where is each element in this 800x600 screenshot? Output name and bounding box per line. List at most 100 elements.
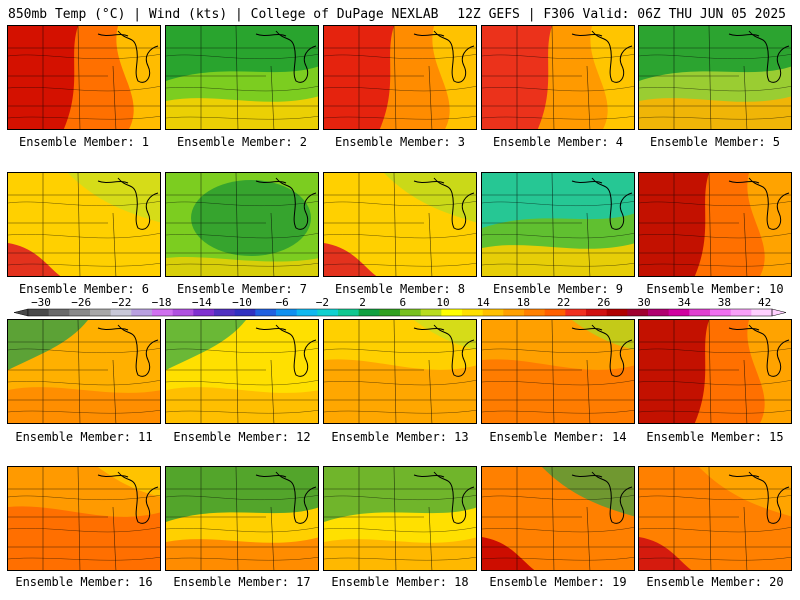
temperature-field-map — [639, 467, 791, 570]
colorbar-swatch — [69, 309, 91, 316]
colorbar-swatch — [482, 309, 504, 316]
ensemble-member-map — [165, 466, 319, 571]
temperature-field-map — [324, 320, 476, 423]
temperature-field-map — [8, 173, 160, 276]
ensemble-member-label: Ensemble Member: 10 — [646, 282, 784, 296]
temperature-field-map — [324, 467, 476, 570]
ensemble-member-label: Ensemble Member: 2 — [176, 135, 308, 149]
colorbar-swatch — [524, 309, 546, 316]
ensemble-member-label: Ensemble Member: 19 — [489, 575, 627, 589]
colorbar-swatch — [586, 309, 608, 316]
colorbar-tick-label: 22 — [557, 297, 570, 309]
colorbar-tick-label: −6 — [276, 297, 289, 309]
colorbar-swatch — [462, 309, 484, 316]
colorbar-swatch — [400, 309, 422, 316]
ensemble-member-map — [323, 466, 477, 571]
ensemble-member-label: Ensemble Member: 5 — [649, 135, 781, 149]
colorbar-tick-label: 14 — [477, 297, 491, 309]
ensemble-member-map — [638, 25, 792, 130]
colorbar-swatch — [131, 309, 153, 316]
colorbar-tick-label: 42 — [758, 297, 771, 309]
colorbar-swatch — [317, 309, 339, 316]
ensemble-member-label: Ensemble Member: 12 — [173, 430, 311, 444]
temperature-field-map — [8, 320, 160, 423]
colorbar-swatch — [358, 309, 380, 316]
colorbar-swatch — [234, 309, 256, 316]
temperature-field-map — [482, 320, 634, 423]
colorbar-tick-label: −30 — [31, 297, 51, 309]
colorbar-tick-label: −14 — [192, 297, 212, 309]
colorbar-swatch — [110, 309, 132, 316]
ensemble-member-label: Ensemble Member: 7 — [176, 282, 308, 296]
colorbar-swatch — [296, 309, 318, 316]
colorbar-tick-label: 10 — [436, 297, 449, 309]
colorbar-tick-label: 6 — [399, 297, 406, 309]
ensemble-member-map — [165, 25, 319, 130]
colorbar-swatch — [90, 309, 112, 316]
ensemble-member-map — [638, 319, 792, 424]
colorbar-swatch — [338, 309, 360, 316]
colorbar-swatch — [689, 309, 711, 316]
ensemble-member-map — [481, 319, 635, 424]
colorbar-swatch — [255, 309, 277, 316]
colorbar-swatch — [565, 309, 587, 316]
header-left-title: 850mb Temp (°C) | Wind (kts) | College o… — [8, 7, 439, 22]
colorbar-swatch — [28, 309, 50, 316]
colorbar-swatch — [276, 309, 298, 316]
colorbar-tick-label: −18 — [152, 297, 172, 309]
ensemble-member-map — [481, 25, 635, 130]
ensemble-member-label: Ensemble Member: 11 — [15, 430, 153, 444]
colorbar-swatch — [710, 309, 732, 316]
ensemble-member-label: Ensemble Member: 6 — [18, 282, 150, 296]
ensemble-member-map — [323, 25, 477, 130]
ensemble-member-map — [7, 466, 161, 571]
temperature-field-map — [482, 467, 634, 570]
ensemble-member-map — [323, 319, 477, 424]
colorbar-swatch — [751, 309, 773, 316]
colorbar-tick-label: −26 — [71, 297, 91, 309]
ensemble-member-label: Ensemble Member: 9 — [492, 282, 624, 296]
ensemble-member-map — [481, 466, 635, 571]
colorbar-swatch — [627, 309, 649, 316]
colorbar-swatch — [48, 309, 70, 316]
ensemble-member-label: Ensemble Member: 18 — [331, 575, 469, 589]
ensemble-member-label: Ensemble Member: 16 — [15, 575, 153, 589]
ensemble-member-label: Ensemble Member: 13 — [331, 430, 469, 444]
ensemble-member-label: Ensemble Member: 14 — [489, 430, 627, 444]
ensemble-member-label: Ensemble Member: 20 — [646, 575, 784, 589]
colorbar-tick-label: −10 — [232, 297, 252, 309]
temperature-field-map — [482, 26, 634, 129]
temperature-field-map — [8, 26, 160, 129]
colorbar-swatch — [648, 309, 670, 316]
ensemble-member-map — [165, 319, 319, 424]
temperature-field-map — [639, 26, 791, 129]
ensemble-member-label: Ensemble Member: 8 — [334, 282, 466, 296]
ensemble-member-map — [323, 172, 477, 277]
ensemble-member-map — [7, 25, 161, 130]
temperature-colorbar: −30 −26 −22 −18 −14 −10 −6 −2 2 6 10 14 18 22 26 30 34 38… — [13, 297, 787, 317]
colorbar-swatch — [420, 309, 442, 316]
temperature-field-map — [324, 173, 476, 276]
ensemble-member-label: Ensemble Member: 15 — [646, 430, 784, 444]
colorbar-swatch — [730, 309, 752, 316]
colorbar-tick-label: −2 — [316, 297, 329, 309]
temperature-field-map — [639, 173, 791, 276]
colorbar-tick-label: 34 — [678, 297, 692, 309]
colorbar-tick-label: 2 — [359, 297, 366, 309]
ensemble-member-label: Ensemble Member: 4 — [492, 135, 624, 149]
colorbar-tick-label: 26 — [597, 297, 610, 309]
colorbar-swatch — [503, 309, 525, 316]
colorbar-tick-label: 38 — [718, 297, 731, 309]
temperature-field-map — [166, 467, 318, 570]
colorbar-swatch — [441, 309, 463, 316]
colorbar-swatch — [668, 309, 690, 316]
colorbar-swatch — [152, 309, 174, 316]
ensemble-member-map — [165, 172, 319, 277]
ensemble-member-map — [7, 319, 161, 424]
ensemble-member-label: Ensemble Member: 1 — [18, 135, 150, 149]
temperature-field-map — [8, 467, 160, 570]
ensemble-member-map — [638, 466, 792, 571]
colorbar-tick-label: 30 — [637, 297, 650, 309]
temperature-field-map — [639, 320, 791, 423]
colorbar-tick-label: −22 — [111, 297, 131, 309]
